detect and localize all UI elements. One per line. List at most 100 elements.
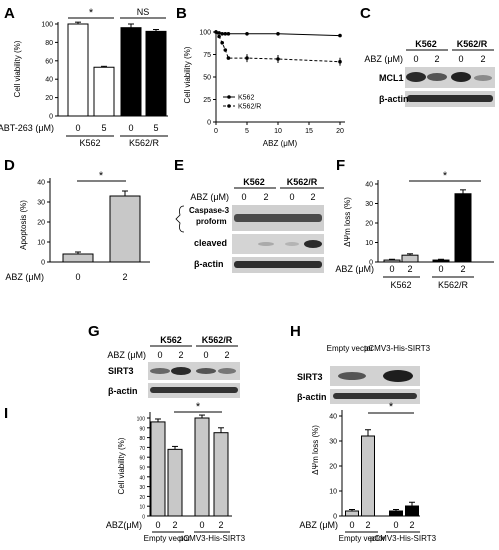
panel-c-band (406, 72, 426, 82)
panel-i-left-sig: * (196, 401, 201, 413)
panel-i-right-group-2: pCMV3-His-SIRT3 (370, 534, 437, 543)
panel-e-band (304, 240, 322, 248)
panel-b-point (226, 56, 231, 60)
panel-a-ytick-label: 80 (45, 40, 53, 47)
panel-g-blot-label-2: β-actin (108, 386, 138, 396)
panel-i-left-bars (150, 414, 229, 517)
panel-e-cellline-1: K562 (243, 177, 265, 187)
panel-e-dose-2: 2 (263, 192, 268, 202)
panel-i-left-dose-1: 0 (155, 520, 160, 530)
panel-g-cellline-1: K562 (160, 335, 182, 345)
panel-h-column-1: Empty vector (327, 344, 374, 353)
panel-b-legend-2: K562/R (238, 104, 261, 111)
panel-i-left-ytick-label: 30 (139, 485, 145, 491)
panel-d-ytick-label: 30 (37, 200, 45, 207)
panel-b-point (223, 32, 228, 36)
panel-f-sig: * (443, 170, 448, 182)
panel-i-left-yticks: 0 10 20 30 40 50 60 70 80 90 100 (137, 417, 150, 521)
panel-e-row-label: ABZ (μM) (190, 192, 229, 202)
panel-b-ytick-label: 50 (203, 75, 211, 82)
panel-h-band (338, 372, 366, 380)
panel-g-blot-sirt3 (148, 362, 240, 380)
panel-e-brace (175, 205, 185, 233)
panel-b-ylabel: Cell viability (%) (183, 46, 192, 103)
panel-g-band (150, 387, 238, 393)
panel-f-ytick-label: 40 (365, 182, 373, 189)
panel-b-point (276, 32, 280, 36)
panel-i-right-ytick-label: 10 (329, 489, 337, 496)
panel-b-point (245, 32, 249, 36)
panel-i-left-ytick-label: 40 (139, 475, 145, 481)
panel-c-blot-label-2: β-actin (379, 94, 409, 104)
panel-f-bar (432, 259, 450, 263)
panel-d-ytick-label: 10 (37, 240, 45, 247)
panel-letter-h: H (290, 323, 301, 340)
panel-a-dose-4: 5 (153, 123, 158, 133)
panel-g-band (218, 368, 236, 374)
panel-i-left-dose-3: 0 (199, 520, 204, 530)
panel-a-ytick-label: 60 (45, 58, 53, 65)
panel-f-ytick-label: 30 (365, 201, 373, 208)
panel-f-ylabel: ΔΨm loss (%) (343, 197, 352, 247)
panel-i: I Cell viability (%) 0102030405060708090… (4, 401, 437, 543)
panel-letter-b: B (176, 5, 187, 22)
panel-b-point (214, 30, 218, 34)
panel-g-dose-2: 2 (178, 350, 183, 360)
panel-b-legend-marker-2 (227, 104, 231, 108)
panel-f-ytick-label: 0 (369, 260, 373, 267)
panel-g-blot-label-1: SIRT3 (108, 366, 134, 376)
panel-f-row-label: ABZ (μM) (335, 264, 374, 274)
panel-c-band (407, 95, 493, 102)
panel-i-right-bar (361, 435, 375, 517)
panel-a-bar (120, 27, 142, 117)
panel-i-right-dose-3: 0 (393, 520, 398, 530)
panel-letter-a: A (4, 5, 15, 22)
panel-f-bar (454, 193, 472, 263)
panel-i-right-ytick-label: 0 (333, 514, 337, 521)
panel-f-cellline-2: K562/R (438, 280, 469, 290)
panel-f-bar (401, 254, 419, 263)
panel-a-bar (93, 66, 115, 117)
panel-f-ytick-label: 10 (365, 240, 373, 247)
panel-i-right-dose-2: 2 (365, 520, 370, 530)
panel-a-ytick-label: 100 (41, 22, 53, 29)
panel-e-blot-label-1: proform (196, 217, 227, 226)
panel-f-dose-1: 0 (389, 264, 394, 274)
panel-d-dose-2: 2 (122, 272, 127, 282)
panel-g-row-label: ABZ (μM) (107, 350, 146, 360)
panel-i-right-dose-4: 2 (409, 520, 414, 530)
panel-f-dose-3: 0 (438, 264, 443, 274)
panel-f-dose-4: 2 (460, 264, 465, 274)
panel-i-left-ytick-label: 100 (137, 417, 146, 423)
panel-e-band (285, 242, 299, 246)
panel-i-left-ytick-label: 0 (142, 515, 145, 521)
panel-i-left-ytick-label: 50 (139, 466, 145, 472)
panel-b-ytick-label: 0 (207, 120, 211, 127)
panel-d-bar (109, 195, 141, 263)
panel-g-band (171, 367, 191, 375)
panel-c-cellline-1: K562 (415, 39, 437, 49)
panel-i-left-bar (150, 421, 166, 517)
panel-i-right-ytick-label: 20 (329, 464, 337, 471)
panel-i-right-bar (345, 510, 359, 517)
panel-a-cellline-1: K562 (79, 138, 100, 148)
panel-g-dose-4: 2 (224, 350, 229, 360)
panel-e-band (258, 242, 274, 246)
panel-f-cellline-1: K562 (390, 280, 411, 290)
panel-letter-f: F (336, 157, 345, 174)
panel-a-bar (145, 30, 167, 117)
panel-i-right-bars (345, 429, 419, 517)
panel-f-yticks: 0 10 20 30 40 (365, 182, 378, 267)
panel-e-blot-label-3: β-actin (194, 259, 224, 269)
panel-i-right-bar (405, 505, 419, 517)
panel-b-yticks: 0 25 50 75 100 (199, 30, 216, 127)
panel-a-row-label: ABT-263 (μM) (0, 123, 54, 133)
panel-letter-e: E (174, 157, 184, 174)
panel-h-column-2: pCMV3-His-SIRT3 (364, 344, 431, 353)
panel-a-ytick-label: 0 (49, 114, 53, 121)
panel-a-ytick-label: 40 (45, 77, 53, 84)
panel-d-ylabel: Apoptosis (%) (19, 200, 28, 250)
panel-d-ytick-label: 20 (37, 220, 45, 227)
panel-i-right-yticks: 0 10 20 30 40 (329, 414, 342, 521)
